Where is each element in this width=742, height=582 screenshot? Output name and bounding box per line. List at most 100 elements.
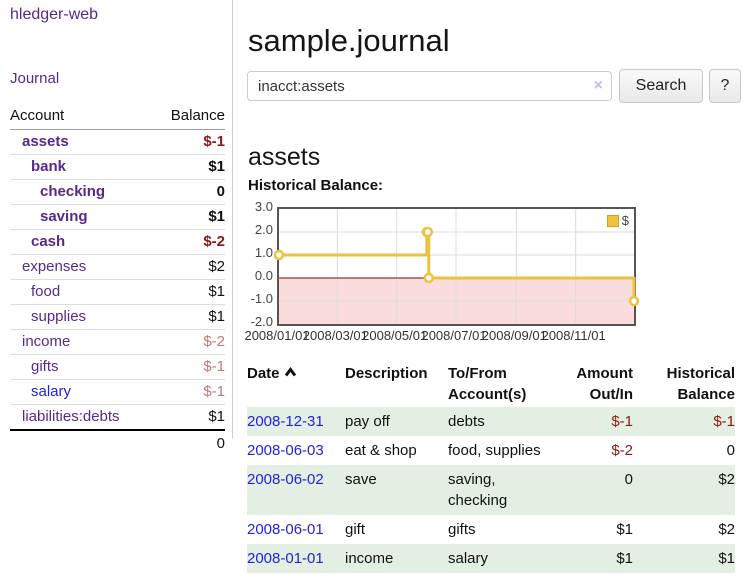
transaction-amount: $-2 bbox=[611, 442, 633, 459]
account-row: salary $-1 bbox=[10, 379, 225, 405]
sidebar-account-link[interactable]: cash bbox=[31, 233, 66, 250]
sidebar-account-link[interactable]: income bbox=[22, 333, 71, 350]
register-row: 2008-06-02 save saving, checking 0 $2 bbox=[247, 465, 735, 515]
page-title: sample.journal bbox=[248, 22, 450, 58]
chart-label: Historical Balance: bbox=[248, 177, 384, 194]
account-row: food $1 bbox=[10, 279, 225, 305]
register-header-date[interactable]: Date bbox=[247, 361, 345, 407]
y-axis-tick-label: 3.0 bbox=[254, 199, 273, 214]
sidebar-account-link[interactable]: checking bbox=[40, 183, 106, 200]
transaction-amount: $-1 bbox=[611, 413, 633, 430]
transaction-balance: $2 bbox=[718, 521, 735, 538]
sidebar-divider bbox=[232, 0, 233, 438]
account-row: checking 0 bbox=[10, 179, 225, 205]
search-input[interactable] bbox=[247, 71, 612, 101]
account-balance: $1 bbox=[153, 154, 225, 180]
accounts-total-row: 0 bbox=[10, 429, 225, 457]
y-axis-tick-label: 0.0 bbox=[254, 268, 273, 283]
sidebar-item-journal[interactable]: Journal bbox=[10, 70, 60, 87]
clear-search-icon[interactable]: × bbox=[593, 77, 603, 94]
x-axis-tick-label: 2008/05/01 bbox=[362, 328, 428, 343]
accounts-header-account: Account bbox=[10, 103, 154, 130]
x-axis-tick-label: 2008/09/01 bbox=[481, 328, 547, 343]
y-axis-tick-label: -1.0 bbox=[250, 291, 273, 306]
account-row: assets $-1 bbox=[10, 130, 225, 155]
account-balance: $2 bbox=[153, 254, 225, 280]
chart-plot-area: $ bbox=[273, 207, 640, 326]
transaction-date-link[interactable]: 2008-12-31 bbox=[247, 413, 324, 430]
sidebar-account-link[interactable]: food bbox=[31, 283, 61, 300]
accounts-table: Account Balance assets $-1 bank $1 checking 0… bbox=[10, 103, 225, 457]
register-row: 2008-12-31 pay off debts $-1 $-1 bbox=[247, 407, 735, 436]
account-row: saving $1 bbox=[10, 204, 225, 230]
x-axis-tick-label: 2008/11/01 bbox=[541, 328, 606, 343]
transaction-accounts: saving, checking bbox=[448, 471, 508, 509]
account-heading: assets bbox=[248, 142, 321, 171]
register-header-amount: Amount Out/In bbox=[576, 365, 633, 403]
transaction-description: pay off bbox=[345, 413, 390, 430]
transaction-accounts: salary bbox=[448, 550, 489, 567]
help-button[interactable]: ? bbox=[709, 69, 741, 103]
app-title-link[interactable]: hledger-web bbox=[10, 6, 99, 23]
transaction-balance: $-1 bbox=[713, 413, 735, 430]
sidebar-account-link[interactable]: expenses bbox=[22, 258, 87, 275]
account-row: gifts $-1 bbox=[10, 354, 225, 380]
transaction-amount: $1 bbox=[616, 521, 633, 538]
account-balance: $1 bbox=[153, 404, 225, 430]
legend-label: $ bbox=[621, 213, 629, 228]
transaction-balance: $2 bbox=[718, 471, 735, 488]
account-row: liabilities:debts $1 bbox=[10, 404, 225, 430]
account-balance: $1 bbox=[153, 204, 225, 230]
transaction-date-link[interactable]: 2008-06-01 bbox=[247, 521, 324, 538]
register-header-balance: Historical Balance bbox=[666, 365, 735, 403]
transaction-date-link[interactable]: 2008-01-01 bbox=[247, 550, 324, 567]
historical-balance-chart: 3.0 2.0 1.0 0.0 -1.0 -2.0 $ 2008/01/01 2008/03… bbox=[244, 199, 742, 345]
transaction-amount: $1 bbox=[616, 550, 633, 567]
search-button[interactable]: Search bbox=[619, 69, 703, 103]
sidebar-account-link[interactable]: supplies bbox=[31, 308, 87, 325]
x-axis-tick-label: 2008/07/01 bbox=[421, 328, 487, 343]
sidebar-account-link[interactable]: liabilities:debts bbox=[22, 408, 120, 425]
transaction-balance: $1 bbox=[718, 550, 735, 567]
chart-legend: $ bbox=[604, 212, 631, 229]
account-balance: $-2 bbox=[153, 329, 225, 355]
account-balance: $1 bbox=[153, 279, 225, 305]
x-axis-tick-label: 2008/03/01 bbox=[302, 328, 368, 343]
sidebar-account-link[interactable]: saving bbox=[40, 208, 88, 225]
sidebar-account-link[interactable]: bank bbox=[31, 158, 67, 175]
transaction-amount: 0 bbox=[624, 471, 633, 488]
account-row: bank $1 bbox=[10, 154, 225, 180]
account-balance: $-1 bbox=[153, 379, 225, 405]
account-balance: $-1 bbox=[203, 133, 225, 150]
sort-ascending-icon bbox=[284, 363, 297, 384]
account-balance: $-2 bbox=[153, 229, 225, 255]
account-row: cash $-2 bbox=[10, 229, 225, 255]
y-axis-tick-label: -2.0 bbox=[250, 314, 273, 329]
transaction-accounts: food, supplies bbox=[448, 442, 541, 459]
legend-swatch-icon bbox=[606, 214, 619, 227]
transaction-description: save bbox=[345, 471, 377, 488]
account-row: expenses $2 bbox=[10, 254, 225, 280]
account-balance: $-1 bbox=[153, 354, 225, 380]
chart-x-axis-labels: 2008/01/01 2008/03/01 2008/05/01 2008/07/01… bbox=[244, 328, 636, 344]
register-table: Date Description To/From Account(s) Amoun… bbox=[247, 361, 735, 573]
transaction-description: eat & shop bbox=[345, 442, 417, 459]
y-axis-tick-label: 1.0 bbox=[254, 245, 273, 260]
register-header-accounts: To/From Account(s) bbox=[448, 365, 527, 403]
account-row: supplies $1 bbox=[10, 304, 225, 330]
register-row: 2008-06-01 gift gifts $1 $2 bbox=[247, 515, 735, 544]
x-axis-tick-label: 2008/01/01 bbox=[244, 328, 310, 343]
sidebar-account-link[interactable]: salary bbox=[31, 383, 72, 400]
register-row: 2008-01-01 income salary $1 $1 bbox=[247, 544, 735, 573]
sidebar-account-link[interactable]: gifts bbox=[31, 358, 59, 375]
transaction-description: gift bbox=[345, 521, 366, 538]
transaction-date-link[interactable]: 2008-06-03 bbox=[247, 442, 324, 459]
y-axis-tick-label: 2.0 bbox=[254, 222, 273, 237]
chart-series-svg bbox=[273, 209, 640, 324]
account-balance: 0 bbox=[153, 179, 225, 205]
sidebar-account-link[interactable]: assets bbox=[22, 133, 69, 150]
account-balance: $1 bbox=[153, 304, 225, 330]
accounts-header-balance: Balance bbox=[153, 103, 225, 130]
transaction-date-link[interactable]: 2008-06-02 bbox=[247, 471, 324, 488]
register-row: 2008-06-03 eat & shop food, supplies $-2 0 bbox=[247, 436, 735, 465]
